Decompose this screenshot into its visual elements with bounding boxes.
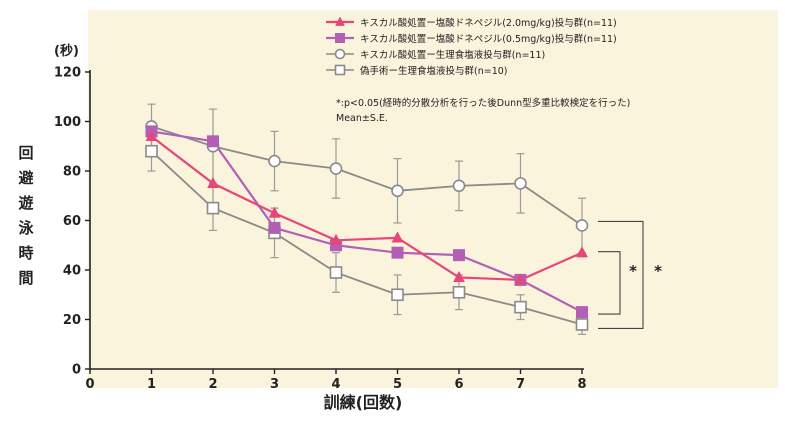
- data-point-series-4: [391, 288, 404, 302]
- data-point-series-3: [514, 177, 527, 190]
- data-point-series-1: [576, 246, 588, 258]
- data-point-series-1: [145, 129, 158, 141]
- legend-marker-2: [335, 33, 345, 43]
- legend-label-1: キスカル酸処置ー塩酸ドネペジル(2.0mg/kg)投与群(n=11): [360, 17, 617, 29]
- data-point-series-2: [576, 306, 588, 319]
- data-point-series-1: [268, 206, 281, 218]
- y-tick-label: 80: [63, 165, 81, 180]
- legend-label-4: 偽手術ー生理食塩液投与群(n=10): [360, 65, 507, 77]
- significance-mark: *: [629, 262, 637, 280]
- y-tick-label: 20: [63, 313, 81, 328]
- data-point-series-1: [207, 176, 219, 189]
- x-tick-label: 5: [393, 377, 402, 392]
- significance-mark: *: [654, 262, 662, 280]
- significance-bracket-inner: [598, 251, 621, 315]
- data-point-series-1: [453, 270, 465, 283]
- data-point-series-2: [268, 221, 281, 234]
- data-point-series-4: [514, 300, 527, 314]
- x-tick-label: 6: [454, 377, 463, 392]
- x-tick-label: 7: [516, 377, 525, 392]
- data-point-series-4: [575, 318, 589, 331]
- data-point-series-1: [330, 233, 342, 245]
- series-line-2: [151, 130, 583, 314]
- data-point-series-3: [575, 219, 589, 232]
- y-tick-label: 0: [72, 363, 81, 378]
- mean-se-note: Mean±S.E.: [336, 113, 388, 124]
- series-line-1: [150, 135, 583, 282]
- data-point-series-2: [453, 249, 465, 262]
- x-axis-title: 訓練(回数): [324, 393, 403, 412]
- x-tick-label: 1: [147, 377, 156, 392]
- significance-bracket-outer: [598, 220, 644, 330]
- x-tick-label: 4: [331, 377, 340, 392]
- legend-marker-1: [335, 16, 345, 26]
- legend-label-3: キスカル酸処置ー生理食塩液投与群(n=11): [360, 49, 545, 61]
- x-tick-label: 2: [208, 377, 217, 392]
- y-tick-label: 60: [63, 214, 81, 229]
- data-point-series-2: [391, 246, 404, 259]
- data-point-series-3: [329, 162, 343, 175]
- series-line-4: [150, 150, 583, 326]
- data-point-series-2: [207, 135, 219, 148]
- x-tick-label: 8: [577, 377, 586, 392]
- data-point-series-3: [391, 184, 404, 198]
- series-line-3: [151, 125, 583, 227]
- y-tick-label: 100: [54, 115, 81, 130]
- data-point-series-4: [329, 266, 343, 279]
- legend-marker-3: [334, 48, 346, 60]
- y-tick-label: 40: [63, 264, 81, 279]
- data-point-series-1: [391, 231, 404, 243]
- data-point-series-4: [206, 201, 220, 215]
- data-point-series-4: [145, 144, 158, 158]
- x-tick-label: 0: [85, 377, 94, 392]
- data-point-series-4: [452, 285, 466, 299]
- legend-label-2: キスカル酸処置ー塩酸ドネペジル(0.5mg/kg)投与群(n=11): [360, 33, 617, 45]
- y-axis-title: 回避遊泳時間: [17, 144, 34, 287]
- data-point-series-1: [514, 273, 527, 285]
- x-tick-label: 3: [270, 377, 279, 392]
- y-tick-label: 120: [54, 66, 81, 81]
- legend-marker-4: [334, 64, 346, 76]
- y-axis-unit: (秒): [54, 43, 79, 59]
- data-point-series-3: [268, 154, 281, 168]
- significance-note: *:p<0.05(経時的分散分析を行った後Dunn型多重比較検定を行った): [336, 97, 630, 109]
- data-point-series-3: [452, 179, 466, 193]
